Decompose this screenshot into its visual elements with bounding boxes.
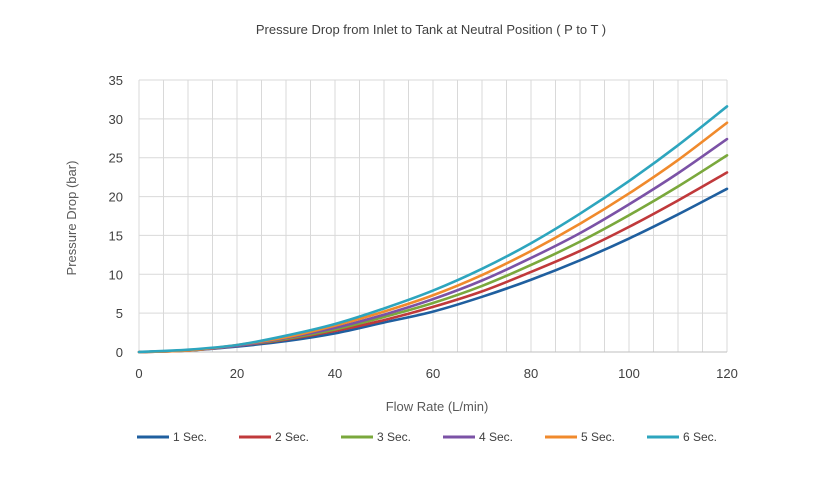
x-tick-label: 40 <box>328 366 342 381</box>
x-tick-label: 20 <box>230 366 244 381</box>
x-tick-label: 0 <box>135 366 142 381</box>
x-axis-label: Flow Rate (L/min) <box>386 399 489 414</box>
grid <box>138 79 728 353</box>
y-tick-label: 15 <box>109 228 123 243</box>
x-tick-label: 100 <box>618 366 640 381</box>
legend-label: 1 Sec. <box>173 430 207 444</box>
series-lines <box>137 105 729 354</box>
legend: 1 Sec. 2 Sec. 3 Sec. 4 Sec. 5 Sec. 6 Sec. <box>137 430 717 444</box>
y-axis-label: Pressure Drop (bar) <box>64 161 79 276</box>
series-line-6 <box>137 105 729 354</box>
legend-label: 3 Sec. <box>377 430 411 444</box>
x-tick-label: 60 <box>426 366 440 381</box>
y-tick-label: 5 <box>116 306 123 321</box>
y-tick-label: 10 <box>109 267 123 282</box>
legend-label: 6 Sec. <box>683 430 717 444</box>
y-tick-label: 20 <box>109 190 123 205</box>
y-tick-label: 0 <box>116 345 123 360</box>
y-tick-label: 35 <box>109 73 123 88</box>
y-tick-label: 25 <box>109 151 123 166</box>
legend-label: 4 Sec. <box>479 430 513 444</box>
x-tick-label: 80 <box>524 366 538 381</box>
legend-label: 2 Sec. <box>275 430 309 444</box>
x-axis-ticks: 0 20 40 60 80 100 120 <box>135 366 737 381</box>
chart-title: Pressure Drop from Inlet to Tank at Neut… <box>256 22 606 37</box>
y-tick-label: 30 <box>109 112 123 127</box>
legend-label: 5 Sec. <box>581 430 615 444</box>
y-axis-ticks: 0 5 10 15 20 25 30 35 <box>109 73 123 360</box>
x-tick-label: 120 <box>716 366 738 381</box>
